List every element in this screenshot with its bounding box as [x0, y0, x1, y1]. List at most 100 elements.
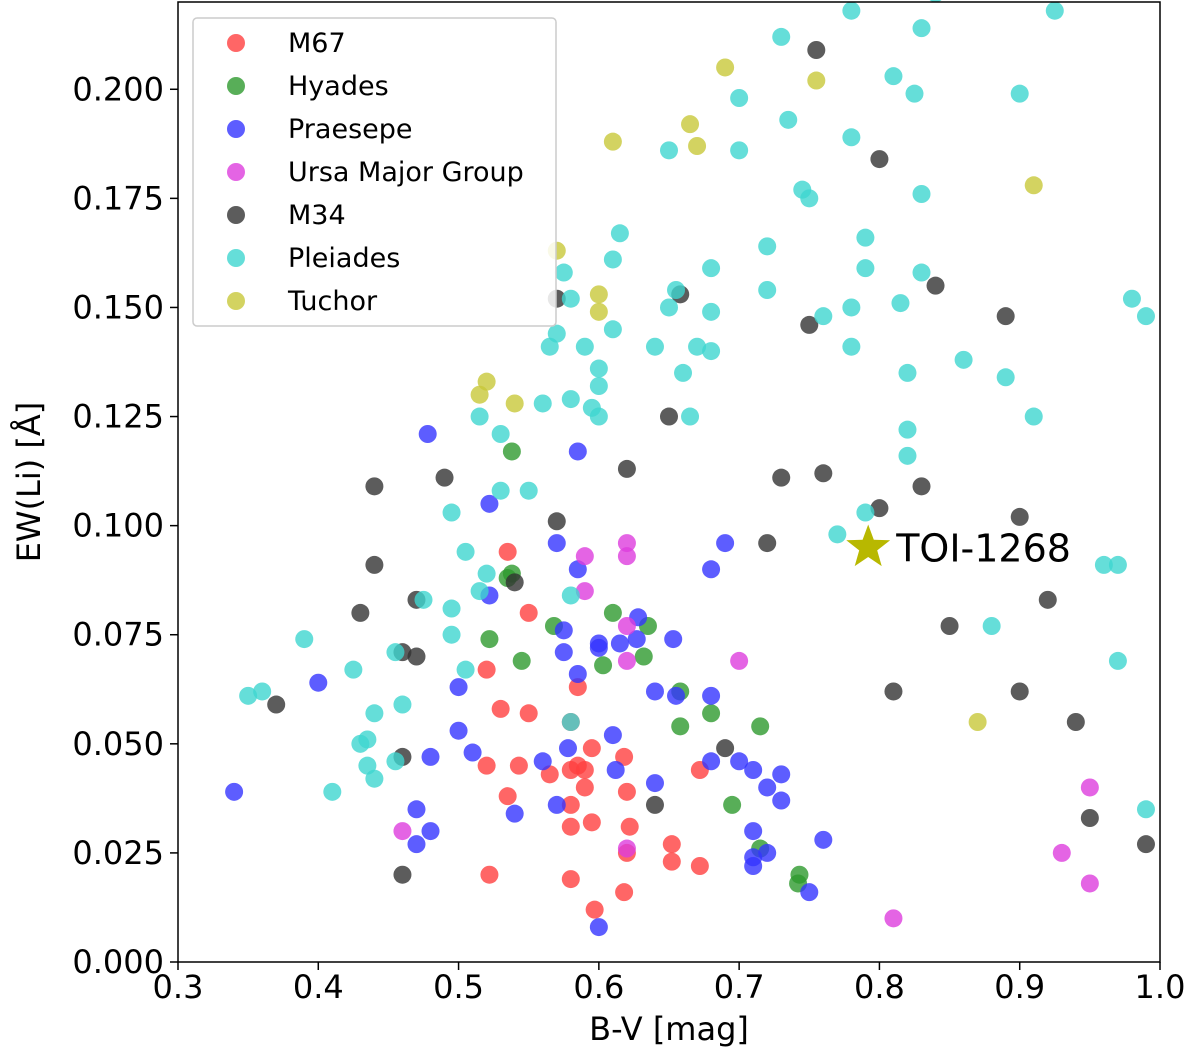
- point-pleiades: [688, 337, 707, 356]
- point-praesepe: [758, 843, 777, 862]
- point-pleiades: [491, 481, 510, 500]
- point-hyades: [594, 656, 613, 675]
- point-pleiades: [365, 769, 384, 788]
- point-m34: [870, 499, 889, 518]
- point-pleiades: [561, 390, 580, 409]
- annotation: TOI-1268: [846, 524, 1071, 570]
- point-praesepe: [407, 835, 426, 854]
- point-tuchor: [589, 302, 608, 321]
- point-ursa-major-group: [575, 582, 594, 601]
- point-pleiades: [491, 425, 510, 443]
- point-ursa-major-group: [575, 547, 594, 566]
- point-pleiades: [779, 110, 798, 129]
- point-pleiades: [253, 682, 272, 701]
- point-pleiades: [758, 281, 777, 299]
- point-pleiades: [996, 368, 1015, 387]
- point-pleiades: [442, 625, 461, 644]
- point-hyades: [723, 795, 742, 814]
- point-praesepe: [772, 791, 791, 810]
- point-m67: [617, 782, 636, 801]
- point-pleiades: [681, 407, 700, 426]
- point-pleiades: [645, 337, 664, 356]
- point-tuchor: [807, 71, 826, 90]
- point-pleiades: [1045, 1, 1064, 20]
- point-m34: [1010, 682, 1029, 701]
- point-tuchor: [716, 58, 735, 77]
- point-pleiades: [660, 141, 678, 160]
- point-praesepe: [558, 739, 577, 758]
- point-hyades: [634, 647, 653, 666]
- point-praesepe: [702, 560, 721, 579]
- point-m34: [365, 477, 384, 496]
- point-m34: [645, 795, 664, 814]
- point-m34: [407, 647, 426, 666]
- point-praesepe: [554, 643, 573, 662]
- point-m34: [660, 407, 678, 426]
- point-praesepe: [730, 752, 749, 771]
- point-pleiades: [730, 141, 749, 160]
- point-hyades: [603, 603, 622, 622]
- legend-label-pleiades: Pleiades: [288, 243, 400, 274]
- point-praesepe: [407, 800, 426, 819]
- point-pleiades: [702, 342, 721, 361]
- point-m34: [393, 865, 412, 884]
- point-m67: [582, 813, 601, 832]
- legend: M67 Hyades Praesepe Ursa Major Group M34 Plei…: [192, 17, 557, 327]
- point-praesepe: [463, 743, 482, 762]
- point-pleiades: [365, 704, 384, 723]
- point-m34: [505, 573, 524, 592]
- y-tick-label: 0.200: [72, 70, 164, 108]
- legend-label-tuchor: Tuchor: [287, 286, 378, 317]
- point-pleiades: [561, 713, 580, 731]
- point-m67: [519, 603, 538, 622]
- point-pleiades: [589, 377, 608, 395]
- point-m34: [547, 512, 566, 531]
- point-pleiades: [239, 686, 258, 705]
- point-m67: [568, 678, 587, 697]
- point-m34: [996, 307, 1015, 326]
- point-praesepe: [772, 765, 791, 784]
- point-m34: [1066, 713, 1085, 731]
- point-praesepe: [702, 686, 721, 705]
- point-m34: [435, 468, 454, 487]
- point-praesepe: [449, 678, 468, 697]
- point-pleiades: [912, 263, 931, 282]
- point-m34: [800, 315, 819, 334]
- point-m34: [940, 617, 959, 635]
- point-m34: [884, 682, 903, 701]
- point-m67: [662, 835, 681, 854]
- point-tuchor: [589, 285, 608, 304]
- point-tuchor: [505, 394, 524, 413]
- y-tick-label: 0.075: [72, 616, 164, 654]
- point-m34: [912, 477, 931, 496]
- point-praesepe: [547, 534, 566, 553]
- toi-star-marker: [846, 524, 891, 567]
- point-m34: [351, 603, 370, 622]
- legend-marker-praesepe: [227, 120, 245, 138]
- point-praesepe: [667, 686, 686, 705]
- y-tick-label: 0.150: [72, 288, 164, 326]
- point-m67: [615, 747, 634, 766]
- x-tick-label: 0.6: [573, 968, 624, 1006]
- point-pleiades: [856, 503, 875, 522]
- point-praesepe: [225, 782, 244, 801]
- point-pleiades: [905, 84, 924, 103]
- point-ursa-major-group: [617, 547, 636, 566]
- point-pleiades: [814, 307, 833, 326]
- point-pleiades: [589, 359, 608, 378]
- point-pleiades: [842, 128, 861, 147]
- point-m67: [498, 787, 517, 806]
- legend-label-m67: M67: [288, 28, 346, 59]
- point-ursa-major-group: [617, 839, 636, 858]
- y-tick-label: 0.025: [72, 834, 164, 872]
- point-pleiades: [554, 263, 573, 282]
- plot-frame: [177, 1, 1161, 963]
- y-tick-label: 0.050: [72, 725, 164, 763]
- point-praesepe: [716, 534, 735, 553]
- point-pleiades: [856, 228, 875, 247]
- point-praesepe: [449, 721, 468, 740]
- point-pleiades: [470, 407, 489, 426]
- legend-label-m34: M34: [288, 200, 346, 231]
- point-m67: [582, 739, 601, 758]
- legend-label-praesepe: Praesepe: [288, 114, 413, 145]
